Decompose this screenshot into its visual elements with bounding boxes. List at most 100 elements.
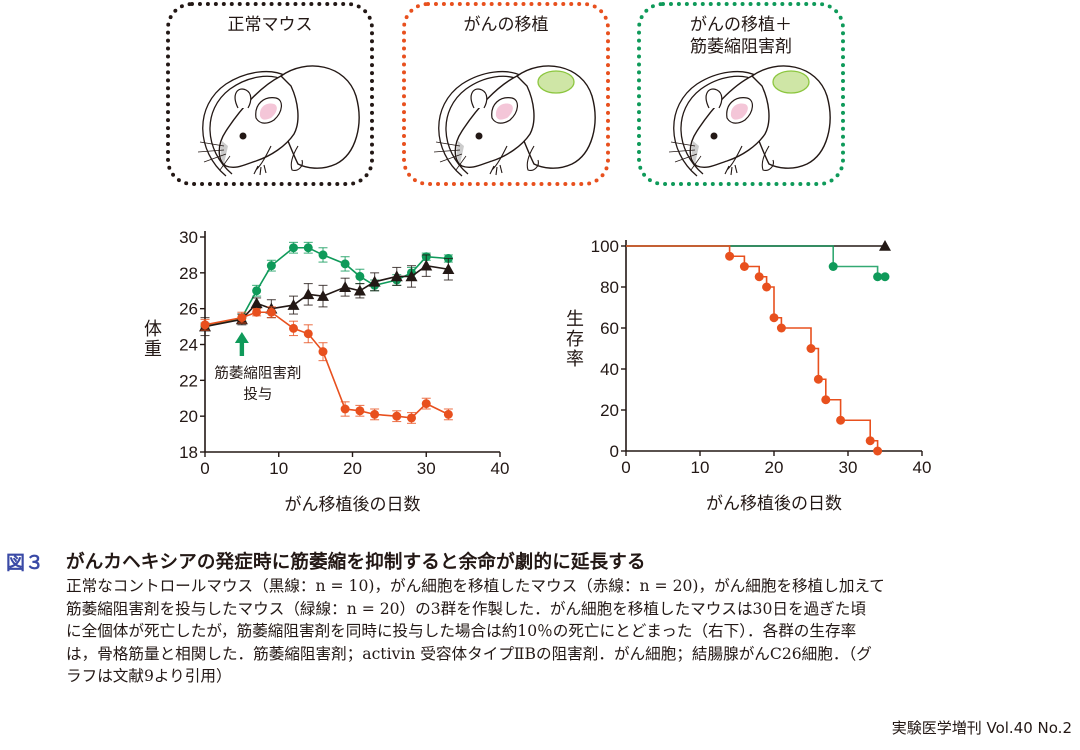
- panel-title: がんの移植: [406, 14, 606, 36]
- panel-title-line: 筋萎縮阻害剤: [690, 37, 792, 57]
- data-point-circle: [821, 395, 831, 405]
- data-point-circle: [252, 286, 262, 296]
- data-point-circle: [443, 409, 453, 419]
- mouse-ear-inner: [495, 103, 513, 120]
- annotation-label: 投与: [243, 386, 272, 403]
- caption-line: 筋萎縮阻害剤を投与したマウス（緑線：n = 20）の3群を作製した．がん細胞を移…: [66, 599, 866, 618]
- mouse-eye: [710, 132, 718, 140]
- y-tick-label: 100: [591, 237, 619, 256]
- data-point-circle: [865, 436, 875, 446]
- mouse-paw: [253, 145, 272, 176]
- x-tick-label: 20: [343, 459, 362, 478]
- data-point-circle: [725, 251, 735, 261]
- data-point-circle: [873, 446, 883, 456]
- data-point-triangle: [368, 275, 381, 287]
- y-tick-label: 22: [179, 371, 198, 390]
- data-point-circle: [303, 243, 313, 253]
- mouse-illustration: [433, 65, 596, 177]
- panel-title: がんの移植＋ 筋萎縮阻害剤: [641, 14, 841, 58]
- mouse-ear: [234, 88, 252, 109]
- x-tick-label: 0: [621, 458, 630, 477]
- y-tick-label: 40: [600, 360, 619, 379]
- y-tick-label: 26: [179, 300, 198, 319]
- annotation-arrow-icon: [234, 332, 249, 356]
- data-point-triangle: [353, 284, 366, 296]
- data-point-triangle: [317, 290, 329, 301]
- panel-title: 正常マウス: [170, 14, 370, 36]
- panel-cancer-inhibitor: がんの移植＋ 筋萎縮阻害剤: [637, 2, 845, 186]
- data-point-circle: [769, 313, 779, 323]
- mouse-whiskers: [197, 141, 231, 171]
- charts-area: 18 20 22 24 26 28 30 0 10 20 30 40 がん移植後の日数 体重筋萎縮阻害剤投…: [144, 228, 931, 514]
- x-tick-label: 10: [269, 459, 288, 478]
- series-cancer: [200, 306, 453, 424]
- x-tick-label: 40: [491, 459, 510, 478]
- data-point-circle: [370, 409, 380, 419]
- data-point-circle: [813, 374, 823, 384]
- panel-cancer-transplant: がんの移植: [402, 2, 610, 186]
- data-point-triangle: [405, 270, 418, 282]
- figure-body: 正常なコントロールマウス（黒線：n = 10)，がん細胞を移植したマウス（赤線：…: [66, 575, 1076, 688]
- data-point-circle: [340, 259, 350, 269]
- caption-line: に全個体が死亡したが，筋萎縮阻害剤を同時に投与した場合は約10％の死亡にとどまっ…: [66, 622, 857, 640]
- x-tick-label: 10: [691, 458, 710, 477]
- figure-label: 図３: [6, 552, 45, 574]
- mouse-ear-inner: [730, 103, 748, 120]
- y-axis-label: 存: [566, 329, 584, 349]
- x-axis-label: がん移植後の日数: [285, 495, 421, 514]
- survival-chart: 0 20 40 60 80 100 0 10 20 30 40 がん移植後の日数 生存率: [566, 237, 931, 513]
- data-point-circle: [828, 262, 838, 271]
- y-axis-label: 生: [566, 309, 584, 329]
- tumor-mass: [772, 70, 810, 94]
- survival-step-line: [626, 245, 885, 278]
- x-tick-label: 20: [765, 458, 784, 477]
- body-weight-chart: 18 20 22 24 26 28 30 0 10 20 30 40 がん移植後の日数 体重筋萎縮阻害剤投…: [144, 228, 509, 514]
- x-tick-label: 30: [839, 458, 858, 477]
- annotation-label: 筋萎縮阻害剤: [214, 365, 301, 382]
- mouse-tail: [680, 75, 756, 175]
- y-tick-label: 18: [179, 443, 198, 462]
- mouse-eye: [239, 132, 247, 140]
- data-point-triangle: [879, 240, 891, 251]
- mouse-illustration: [668, 65, 831, 177]
- y-tick-label: 20: [600, 401, 619, 420]
- x-tick-label: 30: [417, 459, 436, 478]
- data-point-circle: [776, 323, 786, 333]
- mouse-nose-shade: [220, 141, 228, 164]
- mouse-ear: [705, 88, 723, 109]
- tumor-mass: [537, 70, 575, 94]
- data-point-circle: [739, 262, 749, 271]
- x-tick-label: 0: [200, 459, 209, 478]
- data-point-circle: [836, 415, 846, 425]
- mouse-tail: [438, 70, 523, 177]
- data-point-circle: [237, 313, 247, 323]
- mouse-whiskers: [433, 141, 467, 171]
- mouse-ear-inner: [259, 103, 277, 120]
- data-point-triangle: [390, 270, 403, 282]
- y-tick-label: 60: [600, 319, 619, 338]
- y-axis-label: 重: [144, 339, 162, 359]
- journal-footer: 実験医学増刊 Vol.40 No.2: [891, 719, 1072, 737]
- mouse-eye: [475, 132, 483, 140]
- data-point-circle: [289, 243, 298, 253]
- data-point-circle: [392, 411, 402, 421]
- data-point-triangle: [420, 259, 433, 271]
- mouse-tail: [209, 75, 285, 175]
- y-tick-label: 0: [610, 442, 619, 461]
- y-tick-label: 24: [179, 336, 198, 355]
- data-point-circle: [318, 250, 328, 260]
- data-point-triangle: [442, 263, 455, 275]
- data-point-circle: [289, 323, 298, 333]
- mouse-paw: [724, 145, 743, 176]
- data-point-circle: [355, 406, 365, 416]
- data-point-circle: [421, 399, 431, 409]
- y-tick-label: 20: [179, 407, 198, 426]
- km-series-cancer: [626, 245, 883, 456]
- panel-normal-mouse: 正常マウス: [166, 2, 374, 186]
- data-point-circle: [355, 271, 365, 281]
- data-point-triangle: [250, 297, 263, 309]
- panel-title-line: がんの移植＋: [690, 15, 792, 35]
- data-point-circle: [252, 307, 262, 317]
- mouse-illustration: [197, 65, 360, 177]
- caption-line: 正常なコントロールマウス（黒線：n = 10)，がん細胞を移植したマウス（赤線：…: [66, 577, 885, 595]
